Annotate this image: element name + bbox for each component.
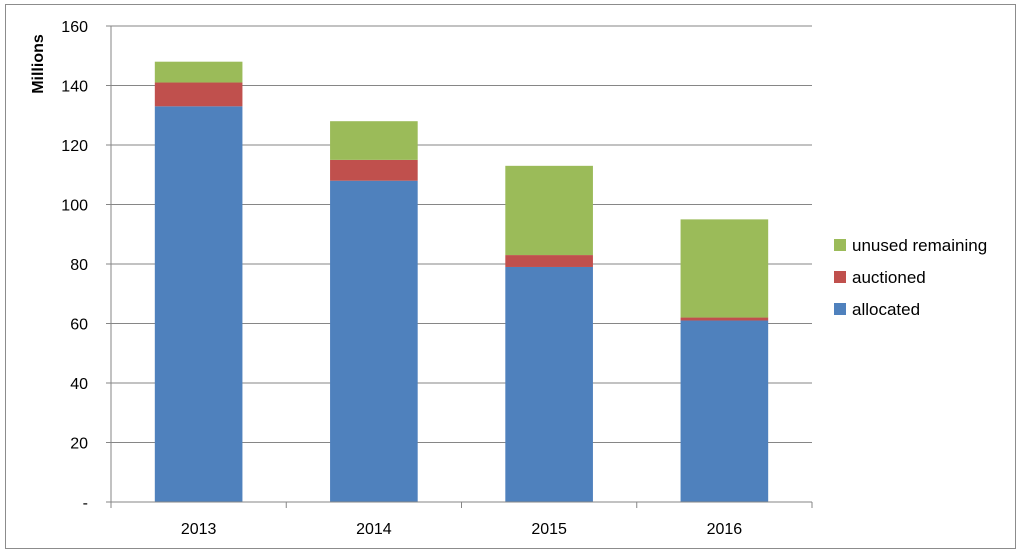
axes	[110, 26, 813, 508]
x-tick-label: 2015	[531, 521, 567, 538]
y-tick-label: 120	[61, 138, 88, 155]
bar-segment-allocated-2014	[330, 180, 418, 502]
bar-segment-allocated-2013	[154, 106, 243, 502]
y-tick-labels: - 20 40 60 80 100 120 140 160	[61, 19, 88, 512]
x-tick-label: 2016	[707, 521, 743, 538]
y-tick-label: 60	[70, 317, 88, 334]
y-tick-label: 160	[61, 19, 88, 36]
y-tick-label: 80	[70, 257, 88, 274]
bar-segment-unused-remaining-2015	[505, 165, 593, 256]
legend-swatch-auctioned	[834, 271, 846, 283]
legend-label-unused-remaining: unused remaining	[852, 236, 987, 255]
y-tick-label: 140	[61, 79, 88, 96]
x-tick-label: 2013	[181, 521, 217, 538]
bar-segment-unused-remaining-2013	[154, 61, 243, 83]
y-tick-label: 40	[70, 376, 88, 393]
legend: unused remaining auctioned allocated	[834, 236, 987, 319]
bar-segment-auctioned-2016	[680, 317, 769, 321]
y-tick-label: -	[83, 495, 88, 512]
y-tick-label: 20	[70, 436, 88, 453]
bar-segment-unused-remaining-2016	[680, 219, 769, 318]
x-tick-label: 2014	[356, 521, 392, 538]
y-tick-label: 100	[61, 198, 88, 215]
bar-segment-allocated-2015	[505, 266, 593, 502]
bar-segment-auctioned-2015	[505, 255, 593, 267]
bars	[154, 61, 769, 502]
y-axis-label: Millions	[30, 34, 47, 94]
legend-swatch-allocated	[834, 303, 846, 315]
bar-segment-auctioned-2014	[330, 159, 418, 181]
bar-segment-auctioned-2013	[154, 82, 243, 107]
bar-segment-unused-remaining-2014	[330, 121, 418, 160]
bar-segment-allocated-2016	[680, 320, 769, 502]
legend-label-auctioned: auctioned	[852, 268, 926, 287]
x-tick-labels: 2013 2014 2015 2016	[181, 521, 742, 538]
legend-label-allocated: allocated	[852, 300, 920, 319]
legend-swatch-unused-remaining	[834, 239, 846, 251]
